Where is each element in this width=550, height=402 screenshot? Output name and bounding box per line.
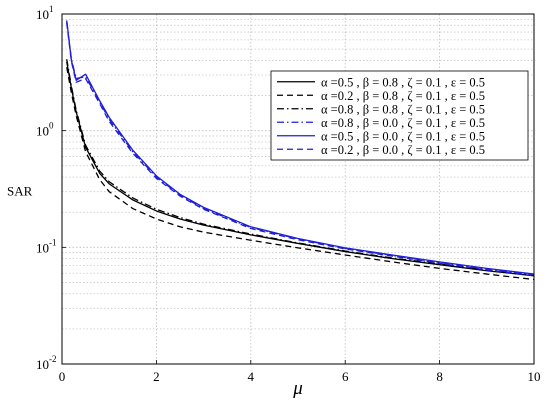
series-line-5 [66,20,535,275]
plot-area [62,14,534,364]
x-tick-label: 10 [528,369,541,384]
x-tick-label: 2 [153,369,160,384]
legend-entry: α =0.2 , β = 0.8 , ζ = 0.1 , ε = 0.5 [321,89,485,103]
y-tick-label: 10-1 [36,237,57,255]
y-tick-label: 10-2 [36,354,57,372]
legend-entry: α =0.2 , β = 0.0 , ζ = 0.1 , ε = 0.5 [321,143,485,157]
legend-entry: α =0.5 , β = 0.8 , ζ = 0.1 , ε = 0.5 [321,75,485,89]
y-tick-label: 100 [36,121,54,139]
x-axis-label: μ [292,378,303,399]
legend-box [270,70,529,161]
x-tick-label: 6 [342,369,349,384]
legend: α =0.5 , β = 0.8 , ζ = 0.1 , ε = 0.5α =0… [270,70,529,161]
legend-entry: α =0.5 , β = 0.0 , ζ = 0.1 , ε = 0.5 [321,129,485,143]
series-line-3 [66,59,535,276]
plot-frame [61,13,535,365]
y-tick-label: 101 [36,4,54,22]
legend-entry: α =0.8 , β = 0.0 , ζ = 0.1 , ε = 0.5 [321,116,485,130]
series-line-2 [66,67,535,281]
series-line-4 [66,21,535,276]
legend-entry: α =0.8 , β = 0.8 , ζ = 0.1 , ε = 0.5 [321,102,485,116]
x-tick-labels: 0 2 4 6 8 10 [59,360,541,384]
x-tick-label: 0 [59,369,66,384]
x-tick-label: 8 [436,369,443,384]
series-line-6 [66,22,535,277]
y-axis-label: SAR [7,184,33,199]
x-tick-label: 4 [248,369,255,384]
series-lines [66,20,535,281]
